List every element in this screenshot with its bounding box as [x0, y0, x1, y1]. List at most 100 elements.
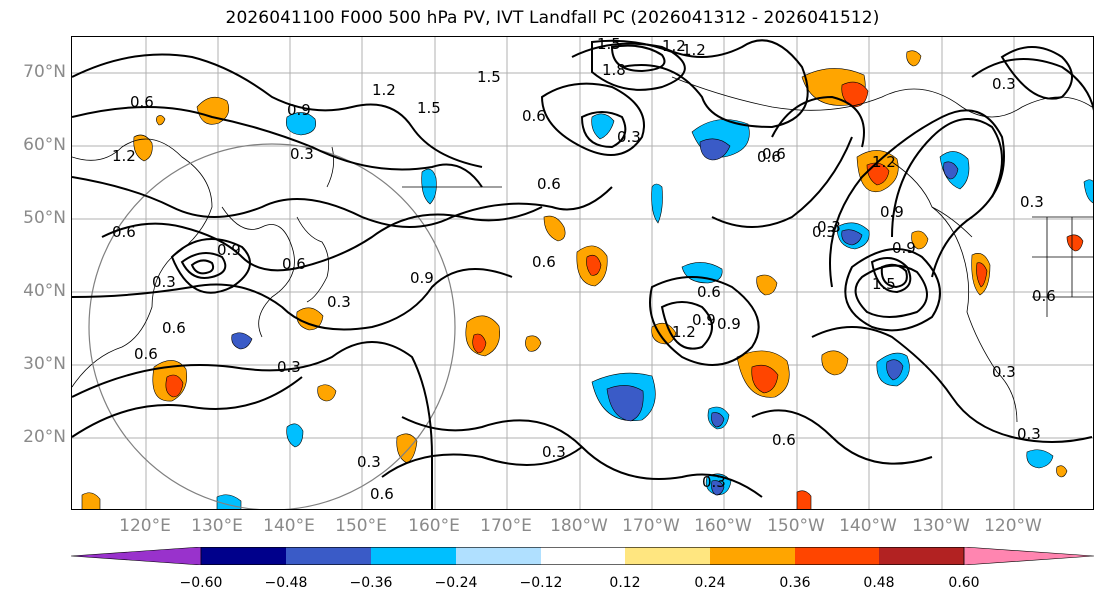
shade-blob [525, 335, 542, 352]
contour-label: 0.3 [1017, 425, 1041, 443]
shade-blob [886, 359, 904, 381]
chart-title: 2026041100 F000 500 hPa PV, IVT Landfall… [225, 8, 880, 28]
contour-label: 0.3 [617, 128, 641, 146]
contour-label: 1.5 [477, 68, 501, 86]
contour-label: 0.3 [152, 273, 176, 291]
colorbar-segment [541, 547, 625, 565]
contour-label: 0.6 [757, 148, 781, 166]
colorbar-tick: −0.36 [349, 575, 393, 591]
lon-label-150w: 150°W [767, 516, 825, 536]
map-panel[interactable]: 1.5 1.2 1.8 1.2 1.5 1.2 0.6 1.5 0.6 0.9 … [71, 36, 1094, 510]
contour-label: 0.9 [717, 315, 741, 333]
colorbar-segment [879, 547, 964, 565]
colorbar-tick: 0.36 [779, 575, 811, 591]
shade-blob [165, 374, 184, 398]
colorbar-tick: −0.48 [264, 575, 308, 591]
shade-blob [317, 384, 337, 402]
contour-labels: 1.5 1.2 1.8 1.2 1.5 1.2 0.6 1.5 0.6 0.9 … [112, 37, 1056, 503]
contour-label: 1.2 [372, 81, 396, 99]
contour-label: 1.2 [672, 323, 696, 341]
shade-blob [586, 254, 602, 276]
shade-blob [906, 50, 922, 67]
colorbar-extend-low [71, 547, 202, 565]
contour-label: 0.6 [130, 93, 154, 111]
contour-label: 0.6 [162, 319, 186, 337]
shade-blob [711, 412, 725, 428]
contour-label: 0.9 [410, 269, 434, 287]
shade-blob [751, 364, 779, 394]
shade-blob [81, 492, 101, 509]
contour-label: 0.3 [357, 453, 381, 471]
shade-blob [911, 230, 929, 250]
colorbar [71, 547, 1094, 565]
lat-label-70n: 70°N [23, 62, 66, 82]
contour-label: 0.6 [697, 283, 721, 301]
contour-label: 0.6 [537, 175, 561, 193]
contour-label: 0.6 [1032, 287, 1056, 305]
colorbar-tick: 0.12 [609, 575, 641, 591]
ivt-shading [81, 50, 1093, 509]
lon-label-120w: 120°W [984, 516, 1042, 536]
contour-label: 1.2 [872, 153, 896, 171]
colorbar-tick: 0.60 [948, 575, 980, 591]
shade-blob [651, 183, 663, 224]
shade-blob [421, 168, 437, 205]
contour-label: 1.8 [602, 61, 626, 79]
contour-label: 0.6 [762, 145, 786, 163]
contour-label: 0.6 [772, 431, 796, 449]
shade-blob [1026, 449, 1054, 469]
contour-label: 1.5 [872, 275, 896, 293]
colorbar-segment [625, 547, 710, 565]
contour-label: 0.9 [692, 311, 716, 329]
lon-label-140e: 140°E [263, 516, 315, 536]
contour-label: 0.3 [812, 223, 836, 241]
lat-label-40n: 40°N [23, 281, 66, 301]
contour-label: 0.3 [817, 218, 841, 236]
shade-blob [1083, 179, 1093, 204]
contour-label: 0.3 [992, 75, 1016, 93]
contour-label: 0.9 [287, 101, 311, 119]
map-canvas: 1.5 1.2 1.8 1.2 1.5 1.2 0.6 1.5 0.6 0.9 … [72, 37, 1093, 509]
contour-label: 1.2 [662, 37, 686, 55]
shade-blob [841, 229, 863, 246]
pv-contours [72, 39, 1093, 509]
contour-label: 1.5 [597, 37, 621, 53]
colorbar-extend-high [963, 547, 1094, 565]
shade-blob [286, 112, 316, 136]
shade-blob [976, 262, 988, 288]
shade-blob [1056, 465, 1068, 478]
lon-label-140w: 140°W [839, 516, 897, 536]
shade-blob [866, 162, 890, 186]
contour-label: 0.3 [992, 363, 1016, 381]
shade-blob [651, 322, 677, 345]
colorbar-tick: 0.48 [863, 575, 895, 591]
contour-label: 1.2 [112, 147, 136, 165]
shade-blob [756, 274, 778, 296]
lon-label-120e: 120°E [119, 516, 171, 536]
shade-blob [216, 494, 242, 509]
contour-label: 0.3 [277, 358, 301, 376]
shade-blob [133, 134, 153, 162]
colorbar-segment [201, 547, 286, 565]
shade-blob [196, 96, 230, 125]
contour-label: 0.6 [112, 223, 136, 241]
lon-label-170e: 170°E [480, 516, 532, 536]
colorbar-segment [286, 547, 371, 565]
contour-label: 0.9 [892, 239, 916, 257]
shade-blob [699, 138, 731, 161]
lat-label-50n: 50°N [23, 208, 66, 228]
contour-label: 0.6 [522, 107, 546, 125]
colorbar-tick: −0.60 [179, 575, 223, 591]
colorbar-tick: −0.24 [434, 575, 478, 591]
lat-label-30n: 30°N [23, 354, 66, 374]
lon-label-170w: 170°W [622, 516, 680, 536]
colorbar-segment [456, 547, 541, 565]
lon-label-160w: 160°W [694, 516, 752, 536]
contour-label: 0.6 [282, 255, 306, 273]
lat-label-60n: 60°N [23, 135, 66, 155]
shade-blob [286, 423, 304, 448]
contour-label: 0.9 [217, 241, 241, 259]
shade-blob [606, 385, 644, 422]
contour-label: 0.6 [532, 253, 556, 271]
lon-label-160e: 160°E [408, 516, 460, 536]
